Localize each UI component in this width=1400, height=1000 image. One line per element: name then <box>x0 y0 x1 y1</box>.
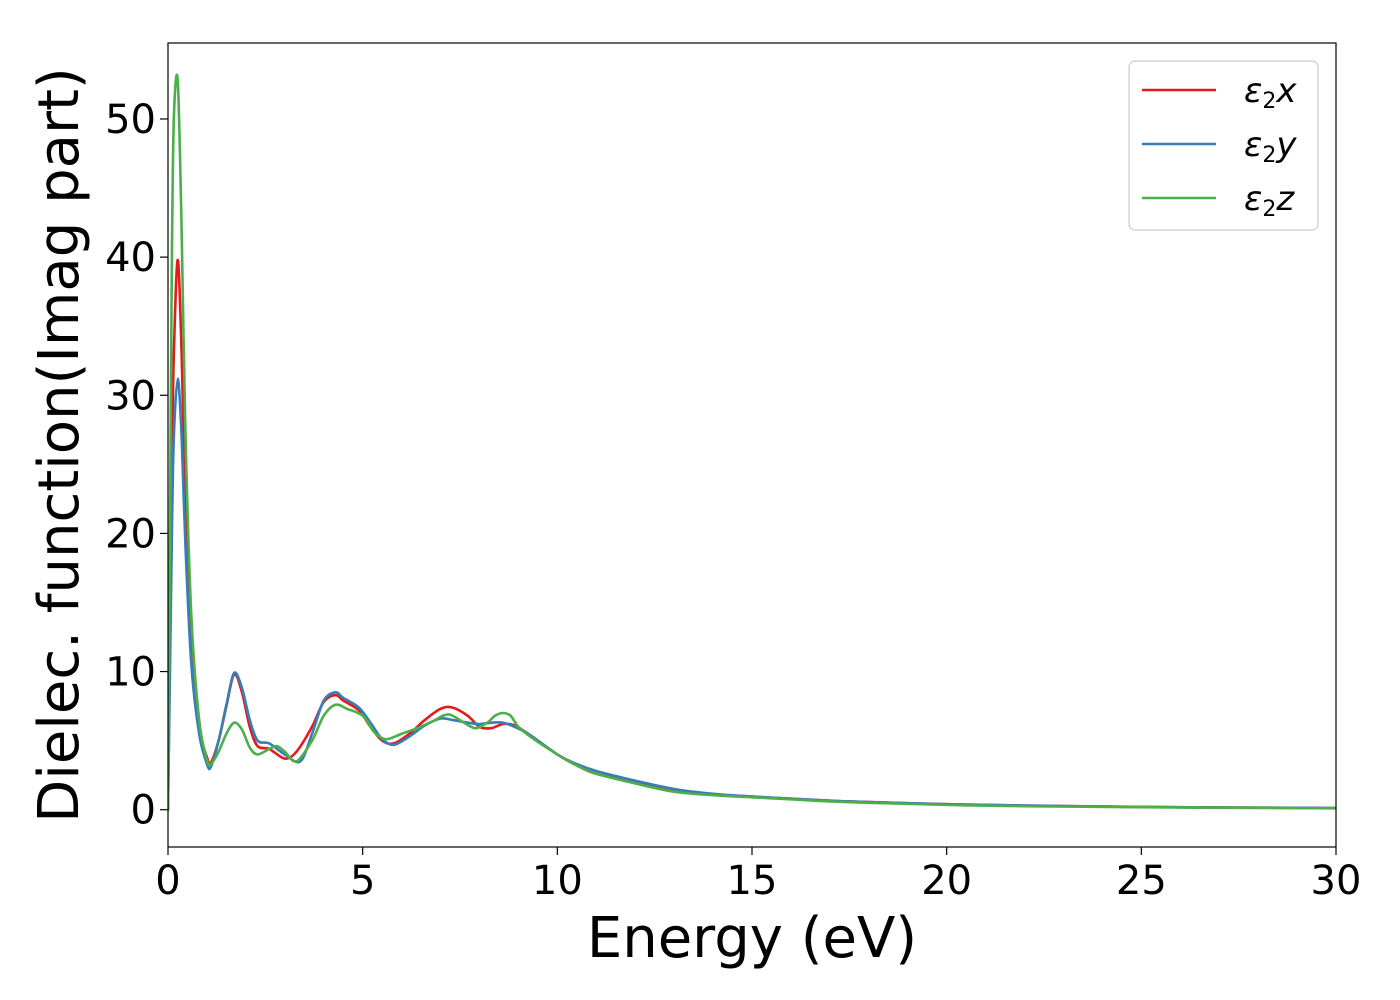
x-tick-label: 25 <box>1116 858 1167 904</box>
y-tick-label: 0 <box>131 788 156 834</box>
series-layer <box>168 73 1336 811</box>
x-tick-label: 30 <box>1311 858 1362 904</box>
y-axis-ticks: 0 10 20 30 40 50 <box>105 97 168 834</box>
x-tick-label: 0 <box>155 858 180 904</box>
x-axis-label: Energy (eV) <box>587 906 917 971</box>
legend-box <box>1128 60 1319 231</box>
legend: ε2x ε2y ε2z <box>1128 60 1319 231</box>
plot-area <box>167 42 1337 848</box>
y-tick-label: 40 <box>105 235 156 281</box>
x-tick-label: 15 <box>727 858 778 904</box>
y-tick-label: 20 <box>105 511 156 557</box>
x-tick-label: 10 <box>532 858 583 904</box>
series-line-z <box>168 73 1336 811</box>
x-tick-label: 5 <box>350 858 375 904</box>
y-tick-label: 30 <box>105 373 156 419</box>
x-tick-label: 20 <box>921 858 972 904</box>
legend-label-x: ε2x <box>1244 71 1297 114</box>
y-axis-label: Dielec. function(Imag part) <box>27 67 92 823</box>
y-tick-label: 10 <box>105 650 156 696</box>
x-axis-ticks: 0 5 10 15 20 25 30 <box>155 847 1361 904</box>
legend-label-z: ε2z <box>1244 179 1295 222</box>
legend-label-y: ε2y <box>1244 125 1297 168</box>
y-tick-label: 50 <box>105 97 156 143</box>
